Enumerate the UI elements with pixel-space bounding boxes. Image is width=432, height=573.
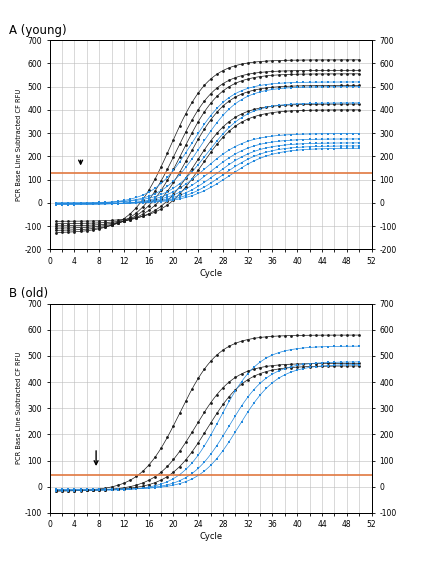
Y-axis label: PCR Base Line Subtracted CF RFU: PCR Base Line Subtracted CF RFU [16,89,22,201]
X-axis label: Cycle: Cycle [199,532,222,541]
X-axis label: Cycle: Cycle [199,269,222,278]
Text: B (old): B (old) [9,286,48,300]
Text: A (young): A (young) [9,24,66,37]
Y-axis label: PCR Base Line Subtracted CF RFU: PCR Base Line Subtracted CF RFU [16,352,22,464]
